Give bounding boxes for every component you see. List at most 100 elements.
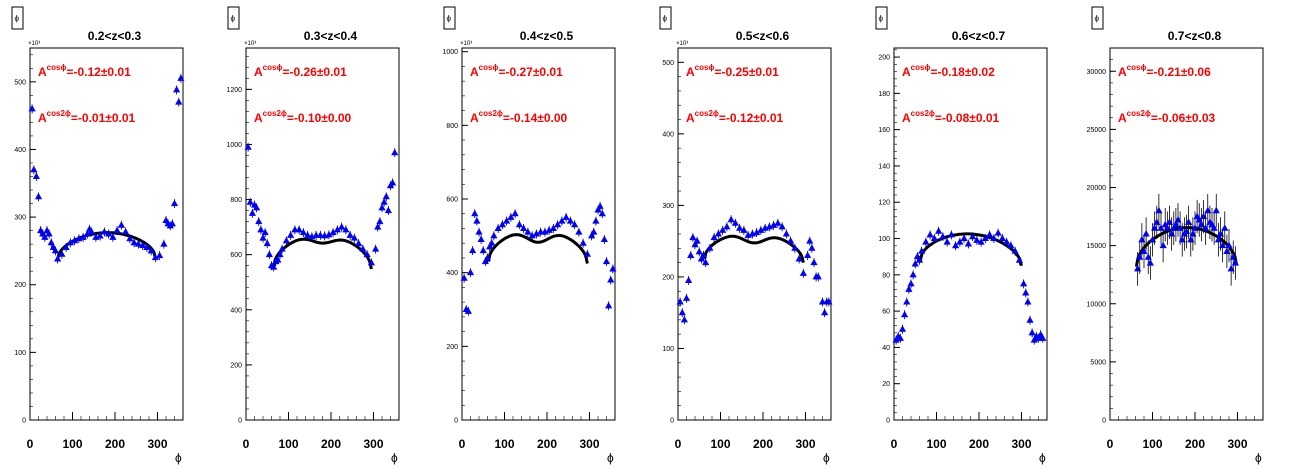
data-point [757,226,765,233]
asymmetry-annotation: Acos2ϕ=-0.06±0.03 [1118,109,1216,125]
data-point [922,238,930,245]
phi-tab-icon[interactable]: ϕ [227,6,240,30]
data-point [1140,247,1148,254]
data-point [607,276,615,283]
tab-frame [1091,6,1104,30]
data-point [541,228,549,235]
plot-frame [245,47,400,421]
data-point [359,245,367,252]
x-axis-label: ϕ [1039,451,1046,465]
data-point [79,233,87,240]
x-tick-label: 300 [1227,437,1247,451]
data-point [935,227,943,234]
data-point [903,298,911,305]
data-point [1212,206,1220,214]
y-tick-label: 500 [14,79,26,86]
data-point [909,270,917,278]
phi-tab-icon[interactable]: ϕ [443,6,456,30]
tab-glyph: ϕ [879,14,884,23]
y-multiplier: ×10³ [676,41,688,47]
data-point [814,272,822,280]
data-point [791,244,799,251]
data-point [382,192,390,200]
x-axis-label: ϕ [607,451,614,465]
fit-curve [272,237,373,270]
x-tick-label: 300 [579,437,599,451]
data-point [466,268,475,276]
phi-tab-icon[interactable]: ϕ [11,6,24,30]
phi-tab-icon[interactable]: ϕ [659,6,672,30]
data-point [598,209,606,217]
data-point [549,224,557,231]
data-point [253,203,261,211]
data-point [981,234,989,242]
data-point [130,238,138,246]
chart-title: 0.3<z<0.4 [304,29,358,43]
data-point [1028,328,1036,336]
y-tick-label: 400 [662,131,674,138]
data-point [391,148,399,156]
phi-tab-icon[interactable]: ϕ [875,6,888,30]
data-point [1024,298,1032,305]
panel-4: ϕ 0.5<z<0.6 ×10³ 0 100 200 300 400 500 0 100 200 300… [659,6,833,465]
data-point [699,251,708,258]
data-point [702,258,710,266]
data-point [325,230,333,238]
data-point [952,241,960,249]
data-point [695,247,703,255]
data-point [175,98,183,105]
y-tick-label: 60 [882,309,890,316]
y-tick-label: 5000 [1090,359,1106,366]
data-point [706,244,714,251]
x-tick-label: 0 [1107,437,1114,451]
data-point [490,231,498,239]
x-tick-label: 300 [795,437,815,451]
data-point [246,198,254,205]
data-point [1210,224,1218,231]
data-point [329,228,337,236]
data-point [898,325,907,332]
data-point [911,259,919,267]
asymmetry-annotation: Acosϕ=-0.26±0.01 [254,63,347,79]
data-point [545,226,553,233]
data-point [503,217,511,224]
data-point [804,251,812,258]
y-tick-label: 25000 [1087,127,1107,134]
data-point [51,246,60,254]
data-point [727,215,735,223]
data-point [731,219,739,226]
data-point [66,238,74,246]
data-point [54,255,62,262]
tab-frame [875,6,888,30]
data-point [1011,247,1019,254]
data-point [1225,241,1233,249]
data-point [71,236,79,244]
x-tick-label: 0 [459,437,466,451]
data-point [782,230,790,237]
x-tick-label: 100 [1142,437,1162,451]
data-point [58,250,66,257]
phi-tab-icon[interactable]: ϕ [1091,6,1104,30]
tab-frame [443,6,456,30]
data-point [126,234,134,242]
panel-6: ϕ 0.7<z<0.8 0 5000 10000 15000 20000 25000 30000… [1087,6,1264,465]
data-point [524,228,532,235]
data-point [88,227,96,235]
y-tick-label: 1000 [442,49,458,56]
data-point [787,237,795,244]
data-point [676,297,684,305]
chart-title: 0.5<z<0.6 [736,29,790,43]
data-point [460,274,468,281]
data-point [299,228,307,236]
data-point [494,224,502,231]
data-point [143,243,151,251]
y-tick-label: 0 [454,418,458,425]
data-point [109,233,117,240]
data-point [810,258,818,266]
data-point [736,224,744,231]
data-point [1231,259,1239,266]
data-point [571,220,579,228]
data-point [295,225,303,233]
y-tick-label: 300 [14,215,26,222]
data-point [520,224,528,231]
